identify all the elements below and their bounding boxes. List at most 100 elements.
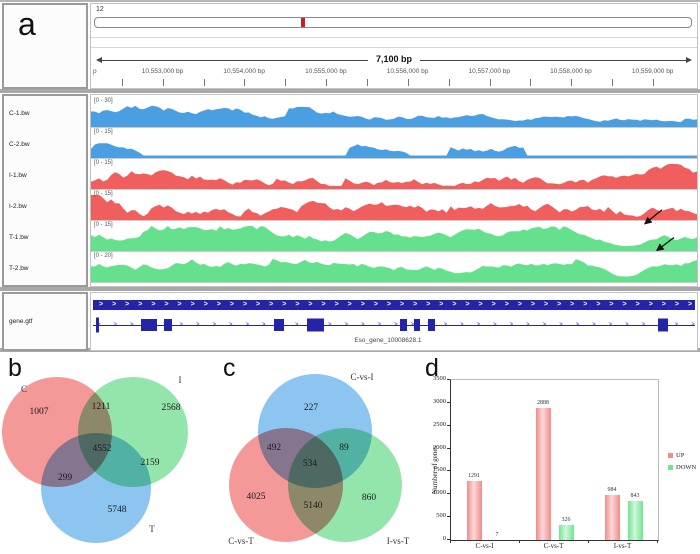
x-axis-category-label: C-vs-T (543, 542, 564, 550)
venn-set-label-CvsT: C-vs-T (228, 536, 254, 546)
venn-diagram-c: c 227 492 89 534 4025 5140 860 C-vs-I C-… (215, 352, 430, 554)
venn-count-T-only: 5748 (107, 505, 127, 515)
track-data-range: [0 - 30] (94, 98, 113, 104)
venn-count-C-I: 1211 (91, 402, 111, 412)
gene-exon (96, 317, 99, 333)
ruler-tick-label: 10,555,000 bp (305, 68, 347, 75)
panel-label-d: d (425, 354, 439, 382)
venn-count-center: 4552 (92, 444, 112, 454)
gene-exon (306, 318, 324, 332)
track-name-label: T-1.bw (9, 234, 29, 241)
coverage-track: [0 - 15] (91, 221, 697, 252)
y-axis-tick-label: 1000 (433, 489, 446, 497)
igv-tracks-row: C-1.bw C-2.bw I-1.bw I-2.bw T-1.bw T-2.bw [0 … (0, 93, 700, 287)
bar-down (627, 501, 643, 540)
x-axis-tick-mark (588, 540, 589, 543)
gene-track-area: >>>>>>>>>>>>>>>>>>>>>>>>>>>>>>>>>>>>>>>>… (90, 292, 698, 351)
y-axis-tick-label: 3500 (433, 375, 446, 382)
gene-exon (164, 319, 172, 331)
coverage-track: [0 - 15] (91, 159, 697, 190)
track-data-range: [0 - 15] (94, 191, 113, 197)
venn-diagram-b: b 1007 1211 2568 4552 299 2159 5748 C I … (0, 352, 215, 554)
track-name-label: I-2.bw (9, 203, 27, 210)
coverage-waveform (91, 258, 697, 282)
ruler-tick-labels: 10,553,000 bp 10,554,000 bp 10,555,000 bp 1… (91, 68, 697, 77)
gene-exon (400, 319, 408, 331)
venn-count-IvsT-only: 860 (361, 493, 377, 503)
coverage-track: [0 - 15] (91, 128, 697, 159)
venn-count-CvsI-only: 227 (303, 403, 319, 413)
bar-value-label: 984 (607, 487, 617, 494)
span-right-arrow-icon (686, 57, 692, 63)
ruler-span: 7,100 bp (96, 53, 692, 66)
coverage-tracks-area: [0 - 30] [0 - 15] [0 - 15] [0 - 15] [0 - 15]… (90, 94, 698, 287)
ruler-edge-label: p (93, 68, 97, 75)
coverage-track: [0 - 15] (91, 190, 697, 221)
span-left-arrow-icon (96, 57, 102, 63)
ruler-tick-marks (91, 79, 697, 87)
divider (91, 37, 697, 38)
bar-value-label: 843 (630, 493, 640, 500)
y-axis-tick-label: 500 (436, 512, 446, 520)
track-data-range: [0 - 15] (94, 160, 113, 166)
panel-label-b: b (8, 354, 22, 382)
section-separator (0, 287, 700, 291)
legend-item-up: UP (668, 452, 696, 459)
y-axis-tick-label: 3000 (433, 397, 446, 405)
ruler-tick-label: 10,556,000 bp (386, 68, 429, 75)
y-axis-tick-mark (447, 447, 450, 449)
x-axis-tick-mark (657, 540, 658, 543)
track-names-sidebar: C-1.bw C-2.bw I-1.bw I-2.bw T-1.bw T-2.bw (2, 94, 88, 287)
bar-up (535, 407, 551, 540)
igv-header-row: a 12 7,100 bp p 10,553,000 bp 10,554,000 … (0, 2, 700, 89)
track-name-label: C-1.bw (9, 110, 30, 117)
gene-exon (413, 319, 420, 331)
span-width-label: 7,100 bp (367, 54, 421, 64)
venn-set-label-CvsI: C-vs-I (350, 372, 374, 382)
y-axis-tick-mark (447, 470, 450, 472)
x-axis-category-label: C-vs-I (475, 542, 494, 550)
coverage-track: [0 - 20] (91, 252, 697, 283)
venn-set-label-T: T (149, 524, 155, 534)
legend-item-down: DOWN (668, 464, 696, 471)
bar-up (604, 495, 620, 540)
ruler-tick-label: 10,553,000 bp (141, 68, 184, 75)
venn-set-label-C: C (20, 384, 28, 394)
coverage-waveform (91, 105, 697, 127)
igv-locus-header: 12 7,100 bp p 10,553,000 bp 10,554,000 bp… (90, 3, 698, 89)
y-axis-tick-mark (447, 401, 450, 403)
y-axis-tick-mark (447, 493, 450, 495)
coverage-waveform (91, 195, 697, 220)
legend-swatch-down (668, 465, 673, 470)
legend-swatch-up (668, 453, 673, 458)
venn-count-CvsT-IvsT: 5140 (303, 501, 323, 511)
y-axis-tick-label: 2500 (433, 420, 446, 428)
igv-browser-panel: a 12 7,100 bp p 10,553,000 bp 10,554,000 … (0, 0, 700, 352)
bar-down (489, 539, 505, 540)
divider (91, 47, 697, 48)
gene-model: >>>>>>>>>>>>>>>>>>>>>>>>>>>>>>>>>>>>>>>> (93, 316, 695, 334)
ruler-tick-label: 10,559,000 bp (631, 68, 674, 75)
bar-chart-panel: d Number of genes 1291 7 2888 326 984 843 UP … (425, 352, 700, 554)
chart-legend: UP DOWN (668, 452, 696, 476)
y-axis-tick-mark (447, 424, 450, 426)
gene-exon (140, 319, 157, 331)
bar-down (558, 525, 574, 540)
venn-set-label-IvsT: I-vs-T (386, 536, 410, 546)
legend-label-down: DOWN (676, 464, 697, 471)
track-name-label: T-2.bw (9, 265, 29, 272)
venn-count-CvsI-IvsT: 89 (339, 443, 349, 453)
venn-count-I-T: 2159 (140, 458, 160, 468)
venn-count-C-only: 1007 (29, 407, 49, 417)
y-axis-tick-mark (447, 516, 450, 518)
coverage-track: [0 - 30] (91, 97, 697, 128)
x-axis-tick-mark (450, 540, 451, 543)
bar-value-label: 1291 (468, 472, 480, 479)
track-data-range: [0 - 20] (94, 253, 113, 259)
panel-label-a: a (18, 6, 36, 42)
x-axis-tick-mark (519, 540, 520, 543)
section-separator (0, 89, 700, 93)
gene-id-label: Eso_gene_10008628.1 (354, 337, 422, 344)
intron-line (93, 325, 695, 326)
track-name-label: I-1.bw (9, 172, 27, 179)
